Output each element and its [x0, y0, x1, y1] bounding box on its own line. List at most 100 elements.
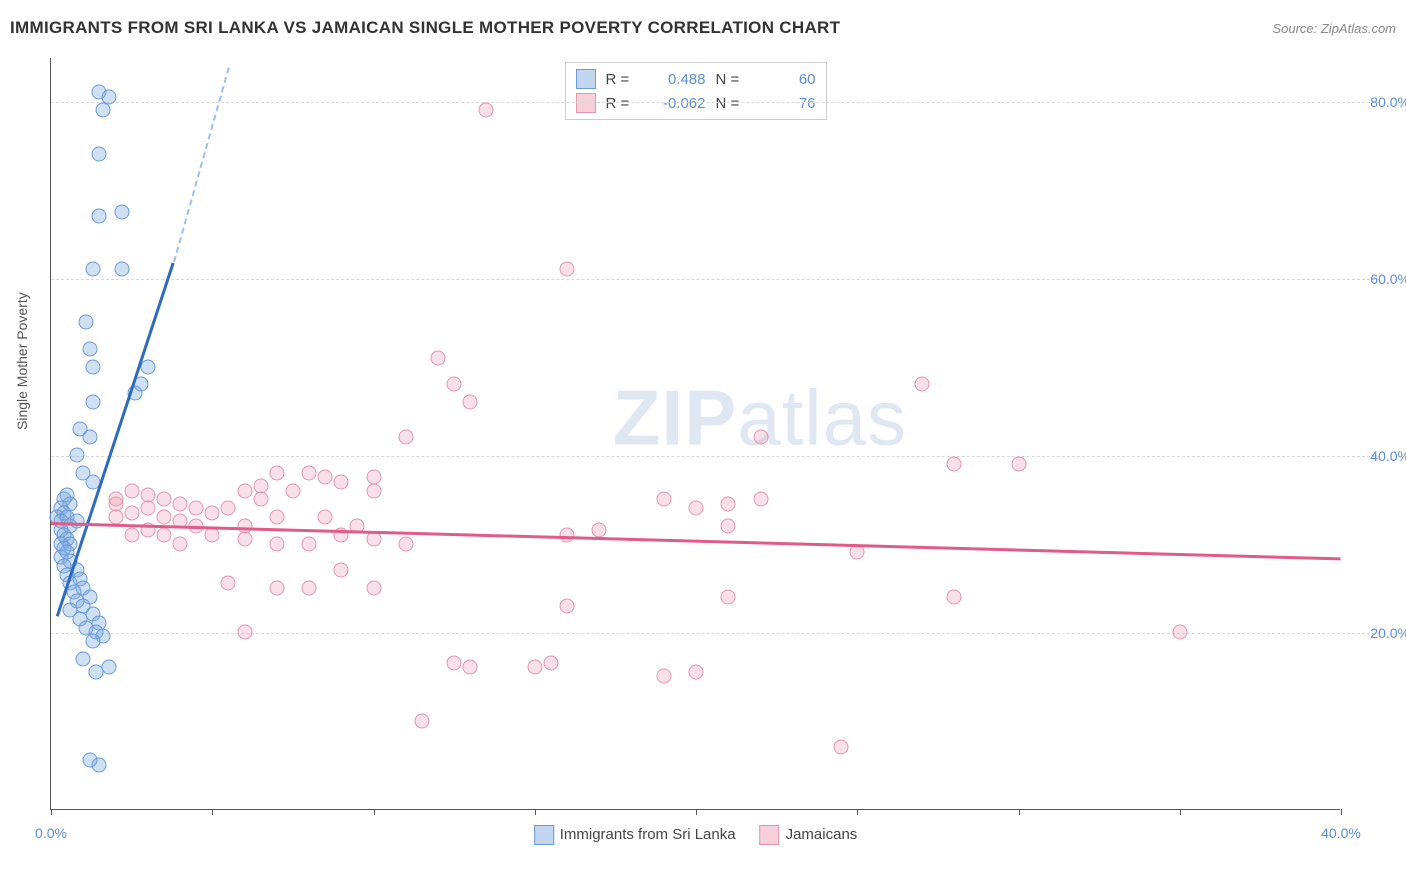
data-point [95, 103, 110, 118]
x-tick-label: 0.0% [35, 825, 67, 841]
data-point [82, 430, 97, 445]
data-point [205, 527, 220, 542]
source-attribution: Source: ZipAtlas.com [1272, 21, 1396, 36]
data-point [79, 315, 94, 330]
y-tick-label: 80.0% [1370, 94, 1406, 110]
data-point [92, 147, 107, 162]
x-tick-mark [51, 809, 52, 815]
data-point [366, 580, 381, 595]
data-point [124, 505, 139, 520]
data-point [689, 501, 704, 516]
legend-series: Immigrants from Sri Lanka Jamaicans [534, 825, 858, 845]
watermark-bold: ZIP [613, 374, 737, 462]
data-point [173, 536, 188, 551]
data-point [753, 492, 768, 507]
data-point [85, 633, 100, 648]
data-point [753, 430, 768, 445]
data-point [69, 448, 84, 463]
data-point [237, 625, 252, 640]
data-point [560, 527, 575, 542]
x-tick-mark [1019, 809, 1020, 815]
data-point [124, 527, 139, 542]
data-point [834, 740, 849, 755]
data-point [302, 536, 317, 551]
data-point [76, 651, 91, 666]
data-point [1172, 625, 1187, 640]
x-tick-mark [374, 809, 375, 815]
data-point [156, 510, 171, 525]
gridline [51, 456, 1380, 457]
data-point [431, 350, 446, 365]
data-point [269, 536, 284, 551]
data-point [318, 470, 333, 485]
watermark-rest: atlas [737, 374, 907, 462]
gridline [51, 279, 1380, 280]
data-point [114, 262, 129, 277]
legend-r-label: R = [606, 71, 636, 88]
y-axis-label: Single Mother Poverty [14, 292, 30, 430]
data-point [850, 545, 865, 560]
legend-correlation: R =0.488N =60R =-0.062N =76 [565, 62, 827, 120]
x-tick-mark [212, 809, 213, 815]
data-point [463, 660, 478, 675]
data-point [124, 483, 139, 498]
data-point [947, 589, 962, 604]
data-point [140, 501, 155, 516]
trend-line [173, 68, 230, 263]
data-point [140, 359, 155, 374]
legend-swatch [576, 69, 596, 89]
legend-r-value: 0.488 [646, 71, 706, 88]
x-tick-mark [696, 809, 697, 815]
data-point [479, 103, 494, 118]
chart-title: IMMIGRANTS FROM SRI LANKA VS JAMAICAN SI… [10, 18, 840, 38]
data-point [447, 377, 462, 392]
legend-swatch [534, 825, 554, 845]
data-point [156, 492, 171, 507]
data-point [334, 563, 349, 578]
data-point [221, 501, 236, 516]
data-point [92, 209, 107, 224]
legend-n-value: 60 [756, 71, 816, 88]
legend-swatch [760, 825, 780, 845]
data-point [173, 496, 188, 511]
data-point [85, 359, 100, 374]
data-point [656, 492, 671, 507]
data-point [221, 576, 236, 591]
data-point [253, 492, 268, 507]
gridline [51, 102, 1380, 103]
data-point [398, 536, 413, 551]
trend-line [56, 262, 174, 617]
data-point [82, 341, 97, 356]
x-tick-mark [1341, 809, 1342, 815]
legend-row: R = 0.488 N = 60 [576, 67, 816, 91]
data-point [947, 456, 962, 471]
plot-area: ZIPatlas R =0.488N =60R =-0.062N =76 Imm… [50, 58, 1340, 810]
data-point [543, 656, 558, 671]
data-point [592, 523, 607, 538]
data-point [269, 580, 284, 595]
data-point [285, 483, 300, 498]
data-point [914, 377, 929, 392]
data-point [398, 430, 413, 445]
data-point [447, 656, 462, 671]
data-point [689, 664, 704, 679]
x-tick-mark [535, 809, 536, 815]
legend-item: Immigrants from Sri Lanka [534, 825, 736, 845]
data-point [366, 532, 381, 547]
legend-label: Jamaicans [786, 826, 858, 843]
data-point [205, 505, 220, 520]
y-tick-label: 60.0% [1370, 271, 1406, 287]
data-point [656, 669, 671, 684]
x-tick-label: 40.0% [1321, 825, 1361, 841]
data-point [69, 514, 84, 529]
data-point [1011, 456, 1026, 471]
legend-item: Jamaicans [760, 825, 858, 845]
x-tick-mark [1180, 809, 1181, 815]
data-point [189, 501, 204, 516]
legend-n-label: N = [716, 71, 746, 88]
data-point [82, 753, 97, 768]
legend-label: Immigrants from Sri Lanka [560, 826, 736, 843]
data-point [85, 262, 100, 277]
data-point [366, 483, 381, 498]
y-tick-label: 20.0% [1370, 625, 1406, 641]
